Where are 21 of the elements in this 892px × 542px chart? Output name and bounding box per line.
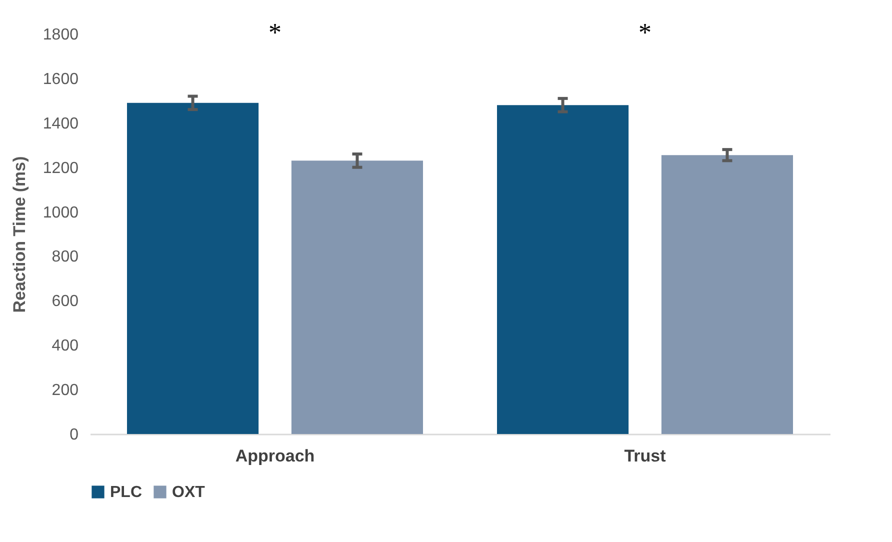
bar [127, 102, 259, 434]
bar [661, 155, 793, 434]
y-tick-label: 1600 [42, 70, 79, 88]
y-axis-title: Reaction Time (ms) [10, 156, 29, 313]
annotation: * [268, 18, 282, 47]
y-tick-label: 800 [52, 248, 79, 266]
y-tick-label: 0 [70, 426, 79, 444]
y-tick-label: 200 [52, 382, 79, 400]
annotation: * [638, 18, 652, 47]
y-tick-label: 600 [52, 293, 79, 310]
x-tick-label: Trust [624, 446, 666, 466]
legend-label: PLC [110, 484, 142, 501]
x-tick-label: Approach [235, 446, 315, 466]
y-tick-label: 400 [52, 338, 79, 355]
legend-label: OXT [172, 484, 206, 501]
y-tick-label: 1000 [42, 204, 79, 222]
y-tick-label: 1200 [42, 160, 79, 177]
y-tick-label: 1400 [42, 115, 79, 132]
bar [291, 160, 423, 434]
bar [497, 105, 629, 434]
y-tick-label: 1800 [42, 26, 79, 44]
